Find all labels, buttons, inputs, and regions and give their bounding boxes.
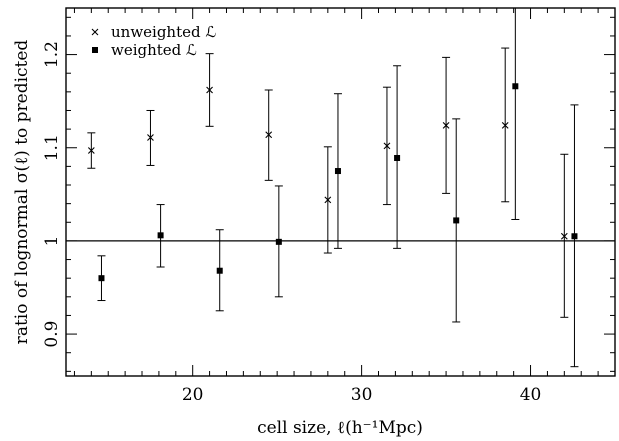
y-tick-label: 0.9 <box>42 321 62 348</box>
cross-marker <box>324 196 332 204</box>
square-marker <box>453 217 460 224</box>
y-tick-label: 1 <box>42 235 62 246</box>
cross-marker <box>87 147 95 154</box>
square-marker <box>334 168 341 175</box>
x-tick-label: 40 <box>520 385 542 405</box>
cross-marker <box>501 121 509 129</box>
square-marker <box>216 267 223 274</box>
x-tick-label: 20 <box>182 385 204 405</box>
legend-cross-icon <box>91 28 99 36</box>
legend-label-unweighted: unweighted ℒ <box>111 23 216 41</box>
cross-marker <box>265 131 273 139</box>
y-tick-label: 1.1 <box>42 134 62 161</box>
square-marker <box>571 233 578 240</box>
cross-marker <box>383 142 391 150</box>
y-tick-label: 1.2 <box>42 41 62 68</box>
legend-label-weighted: weighted ℒ <box>111 41 197 59</box>
y-axis-label: ratio of lognormal σ(ℓ) to predicted <box>12 40 32 345</box>
error-bars <box>87 8 579 368</box>
cross-marker <box>560 232 568 240</box>
square-marker <box>394 154 401 161</box>
axis-ticks: 20 30 40 0.9 1 1.1 1.2 <box>42 8 616 405</box>
square-marker <box>275 238 282 245</box>
square-marker <box>98 275 105 282</box>
cross-marker <box>147 134 154 141</box>
plot-frame <box>65 7 616 377</box>
x-axis-label: cell size, ℓ(h⁻¹Mpc) <box>257 418 423 438</box>
cross-marker <box>206 86 213 94</box>
data-markers <box>87 83 578 282</box>
square-marker <box>512 83 519 90</box>
square-marker <box>157 232 164 239</box>
legend-square-icon <box>92 47 98 53</box>
x-tick-label: 30 <box>351 385 373 405</box>
cross-marker <box>442 121 450 129</box>
